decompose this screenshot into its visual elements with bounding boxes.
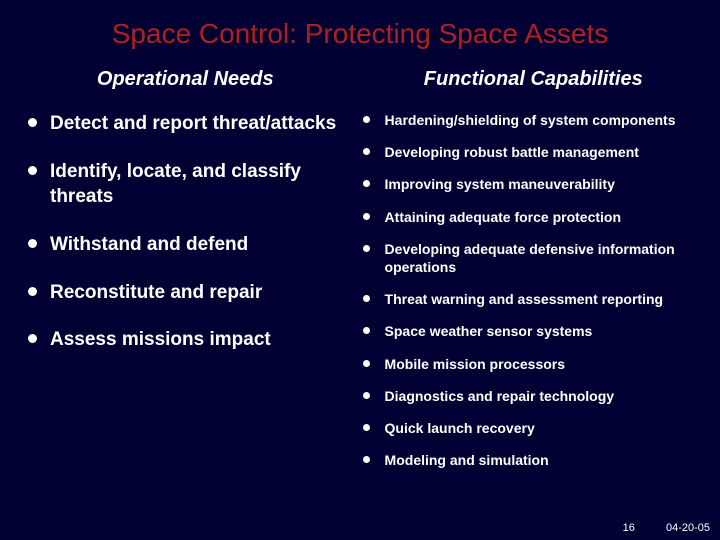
- list-item: Withstand and defend: [24, 232, 347, 258]
- list-item: Diagnostics and repair technology: [359, 387, 708, 405]
- list-item: Identify, locate, and classify threats: [24, 159, 347, 210]
- left-header: Operational Needs: [24, 68, 347, 91]
- right-list: Hardening/shielding of system components…: [359, 111, 708, 469]
- list-item: Assess missions impact: [24, 327, 347, 353]
- left-list: Detect and report threat/attacks Identif…: [24, 111, 347, 353]
- list-item: Detect and report threat/attacks: [24, 111, 347, 137]
- list-item: Developing adequate defensive informatio…: [359, 240, 708, 276]
- page-number: 16: [623, 522, 635, 534]
- list-item: Quick launch recovery: [359, 419, 708, 437]
- right-header: Functional Capabilities: [359, 68, 708, 91]
- list-item: Space weather sensor systems: [359, 322, 708, 340]
- slide-title: Space Control: Protecting Space Assets: [24, 18, 696, 50]
- column-right: Functional Capabilities Hardening/shield…: [351, 68, 708, 483]
- footer: 16 04-20-05: [623, 522, 710, 534]
- columns: Operational Needs Detect and report thre…: [24, 68, 696, 483]
- list-item: Reconstitute and repair: [24, 280, 347, 306]
- list-item: Threat warning and assessment reporting: [359, 290, 708, 308]
- list-item: Modeling and simulation: [359, 451, 708, 469]
- list-item: Mobile mission processors: [359, 355, 708, 373]
- list-item: Attaining adequate force protection: [359, 208, 708, 226]
- slide: Space Control: Protecting Space Assets O…: [0, 0, 720, 540]
- list-item: Hardening/shielding of system components: [359, 111, 708, 129]
- column-left: Operational Needs Detect and report thre…: [24, 68, 351, 483]
- list-item: Improving system maneuverability: [359, 175, 708, 193]
- footer-date: 04-20-05: [666, 522, 710, 534]
- list-item: Developing robust battle management: [359, 143, 708, 161]
